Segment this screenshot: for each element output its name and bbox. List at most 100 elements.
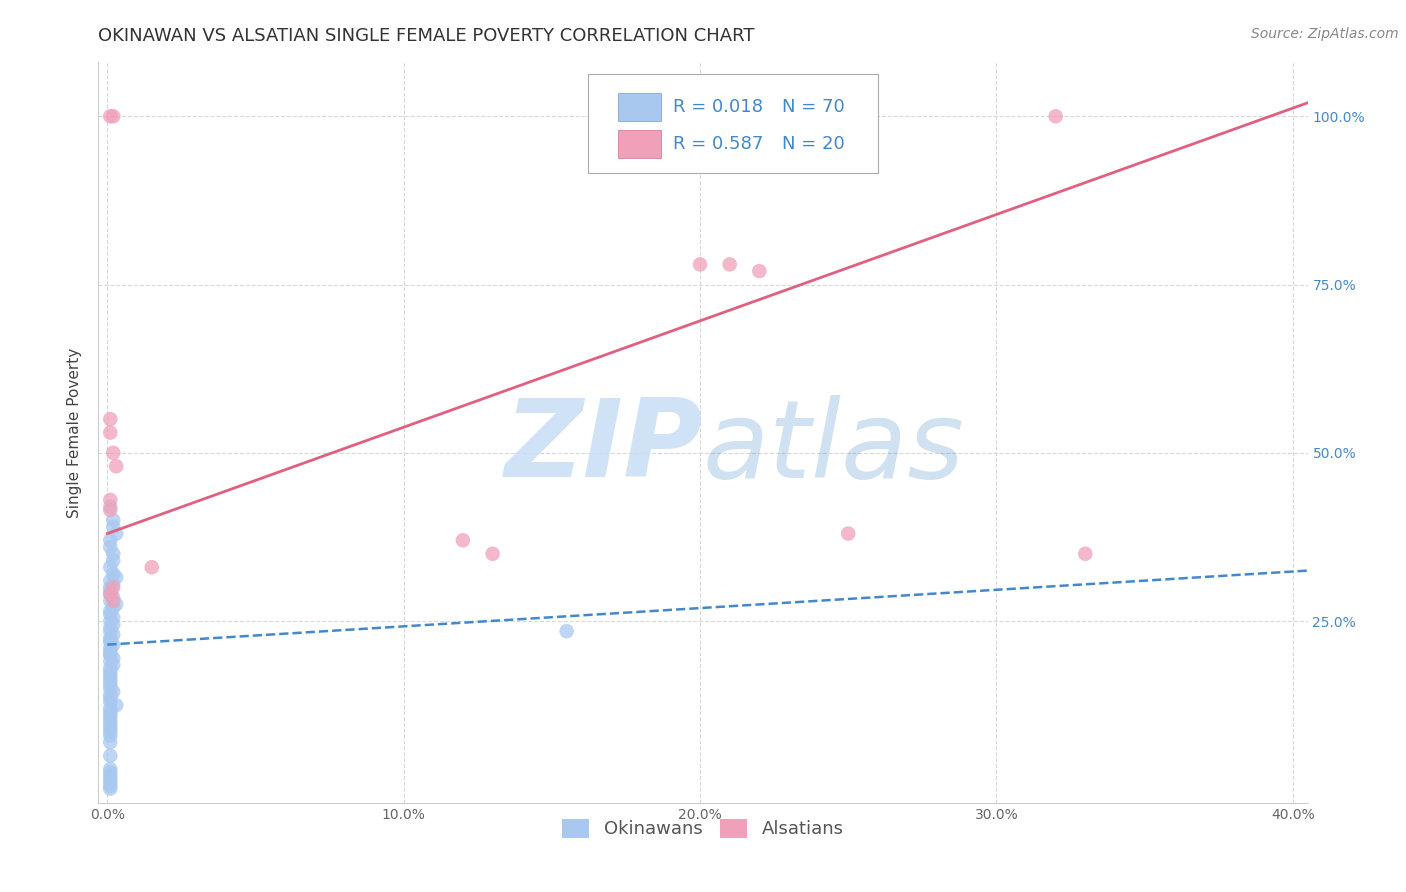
Point bbox=[103, 520, 125, 534]
Point bbox=[98, 634, 121, 648]
Point bbox=[98, 678, 121, 692]
Legend: Okinawans, Alsatians: Okinawans, Alsatians bbox=[555, 812, 851, 846]
Point bbox=[98, 769, 121, 783]
Point bbox=[98, 581, 121, 595]
Point bbox=[103, 651, 125, 665]
Point bbox=[98, 688, 121, 702]
Point bbox=[98, 560, 121, 574]
Point bbox=[98, 725, 121, 739]
FancyBboxPatch shape bbox=[588, 73, 879, 173]
Point bbox=[98, 712, 121, 726]
Point bbox=[98, 655, 121, 669]
Point bbox=[98, 533, 121, 548]
Y-axis label: Single Female Poverty: Single Female Poverty bbox=[67, 348, 83, 517]
Point bbox=[98, 661, 121, 675]
Point bbox=[103, 627, 125, 641]
Point bbox=[98, 718, 121, 732]
Point bbox=[98, 425, 121, 440]
Point bbox=[103, 617, 125, 632]
Bar bbox=[619, 130, 661, 158]
Point bbox=[98, 691, 121, 706]
Point bbox=[105, 526, 128, 541]
Point bbox=[98, 735, 121, 749]
Point bbox=[98, 492, 121, 507]
Point bbox=[98, 772, 121, 787]
Point bbox=[98, 671, 121, 685]
Point bbox=[103, 566, 125, 581]
Text: OKINAWAN VS ALSATIAN SINGLE FEMALE POVERTY CORRELATION CHART: OKINAWAN VS ALSATIAN SINGLE FEMALE POVER… bbox=[98, 27, 755, 45]
Point bbox=[98, 695, 121, 709]
Point bbox=[98, 109, 121, 123]
Point bbox=[689, 257, 711, 271]
Point bbox=[98, 648, 121, 662]
Point bbox=[718, 257, 741, 271]
Point bbox=[141, 560, 163, 574]
Point bbox=[837, 526, 859, 541]
Point bbox=[98, 604, 121, 618]
Point bbox=[105, 459, 128, 474]
Point bbox=[1074, 547, 1097, 561]
Point bbox=[98, 587, 121, 601]
Point bbox=[1045, 109, 1067, 123]
Point bbox=[451, 533, 474, 548]
Point bbox=[103, 685, 125, 699]
Text: N = 20: N = 20 bbox=[782, 135, 845, 153]
Point bbox=[98, 621, 121, 635]
Point bbox=[98, 614, 121, 628]
Point bbox=[98, 714, 121, 729]
Point bbox=[98, 729, 121, 743]
Point bbox=[103, 577, 125, 591]
Point bbox=[98, 722, 121, 736]
Point bbox=[98, 624, 121, 639]
Point bbox=[98, 574, 121, 588]
Point bbox=[98, 644, 121, 658]
Point bbox=[103, 591, 125, 605]
Point bbox=[103, 581, 125, 595]
Point bbox=[98, 668, 121, 682]
Point bbox=[98, 779, 121, 793]
Point bbox=[98, 640, 121, 655]
Point bbox=[748, 264, 770, 278]
Point bbox=[98, 540, 121, 554]
Point bbox=[103, 547, 125, 561]
Point bbox=[98, 587, 121, 601]
Point bbox=[481, 547, 503, 561]
Text: N = 70: N = 70 bbox=[782, 98, 845, 116]
Point bbox=[98, 665, 121, 679]
Bar bbox=[619, 93, 661, 121]
Point bbox=[98, 681, 121, 696]
Point bbox=[98, 500, 121, 514]
Text: R = 0.587: R = 0.587 bbox=[672, 135, 763, 153]
Text: R = 0.018: R = 0.018 bbox=[672, 98, 763, 116]
Point bbox=[103, 446, 125, 460]
Point bbox=[103, 638, 125, 652]
Point bbox=[103, 657, 125, 672]
Text: Source: ZipAtlas.com: Source: ZipAtlas.com bbox=[1251, 27, 1399, 41]
Point bbox=[98, 594, 121, 608]
Point bbox=[98, 607, 121, 622]
Point bbox=[98, 701, 121, 715]
Point bbox=[98, 708, 121, 723]
Point bbox=[103, 600, 125, 615]
Point bbox=[98, 648, 121, 662]
Point bbox=[98, 631, 121, 645]
Point bbox=[98, 583, 121, 598]
Point bbox=[98, 762, 121, 776]
Point bbox=[555, 624, 578, 639]
Point bbox=[98, 503, 121, 517]
Point bbox=[98, 781, 121, 796]
Point bbox=[98, 705, 121, 719]
Point bbox=[98, 634, 121, 648]
Point bbox=[103, 594, 125, 608]
Point bbox=[103, 513, 125, 527]
Point bbox=[98, 412, 121, 426]
Point bbox=[103, 553, 125, 567]
Point bbox=[98, 775, 121, 789]
Point bbox=[105, 597, 128, 611]
Point bbox=[105, 570, 128, 584]
Point bbox=[103, 109, 125, 123]
Point bbox=[98, 765, 121, 780]
Point bbox=[98, 748, 121, 763]
Text: ZIP: ZIP bbox=[505, 394, 703, 500]
Point bbox=[105, 698, 128, 713]
